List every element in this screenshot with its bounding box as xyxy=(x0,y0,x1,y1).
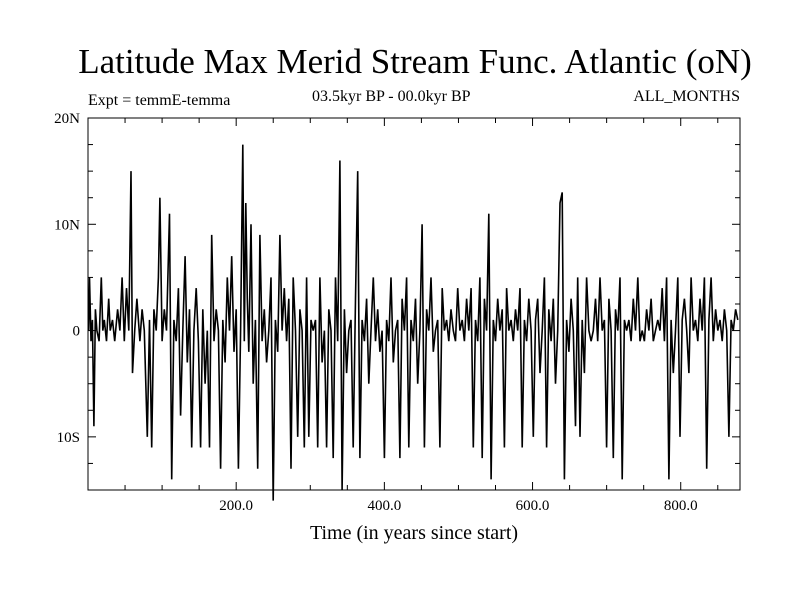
months-label: ALL_MONTHS xyxy=(633,88,740,105)
y-tick-label: 20N xyxy=(54,111,80,127)
chart-title: Latitude Max Merid Stream Func. Atlantic… xyxy=(78,42,752,81)
y-tick-label: 10N xyxy=(54,217,80,233)
x-tick-label: 600.0 xyxy=(516,498,550,514)
x-tick-label: 800.0 xyxy=(664,498,698,514)
y-tick-label: 10S xyxy=(57,430,80,446)
x-tick-label: 200.0 xyxy=(219,498,253,514)
data-layer xyxy=(87,144,739,501)
experiment-label: Expt = temmE-temma xyxy=(88,92,231,109)
x-axis-label: Time (in years since start) xyxy=(309,522,519,544)
plot-frame xyxy=(87,117,741,491)
labels-layer: 200.0 400.0 600.0 800.0 20N 10N 0 10S xyxy=(54,111,697,514)
y-tick-label: 0 xyxy=(73,324,81,340)
series-line xyxy=(87,144,739,501)
period-label: 03.5kyr BP - 00.0kyr BP xyxy=(312,88,471,105)
x-tick-label: 400.0 xyxy=(367,498,401,514)
